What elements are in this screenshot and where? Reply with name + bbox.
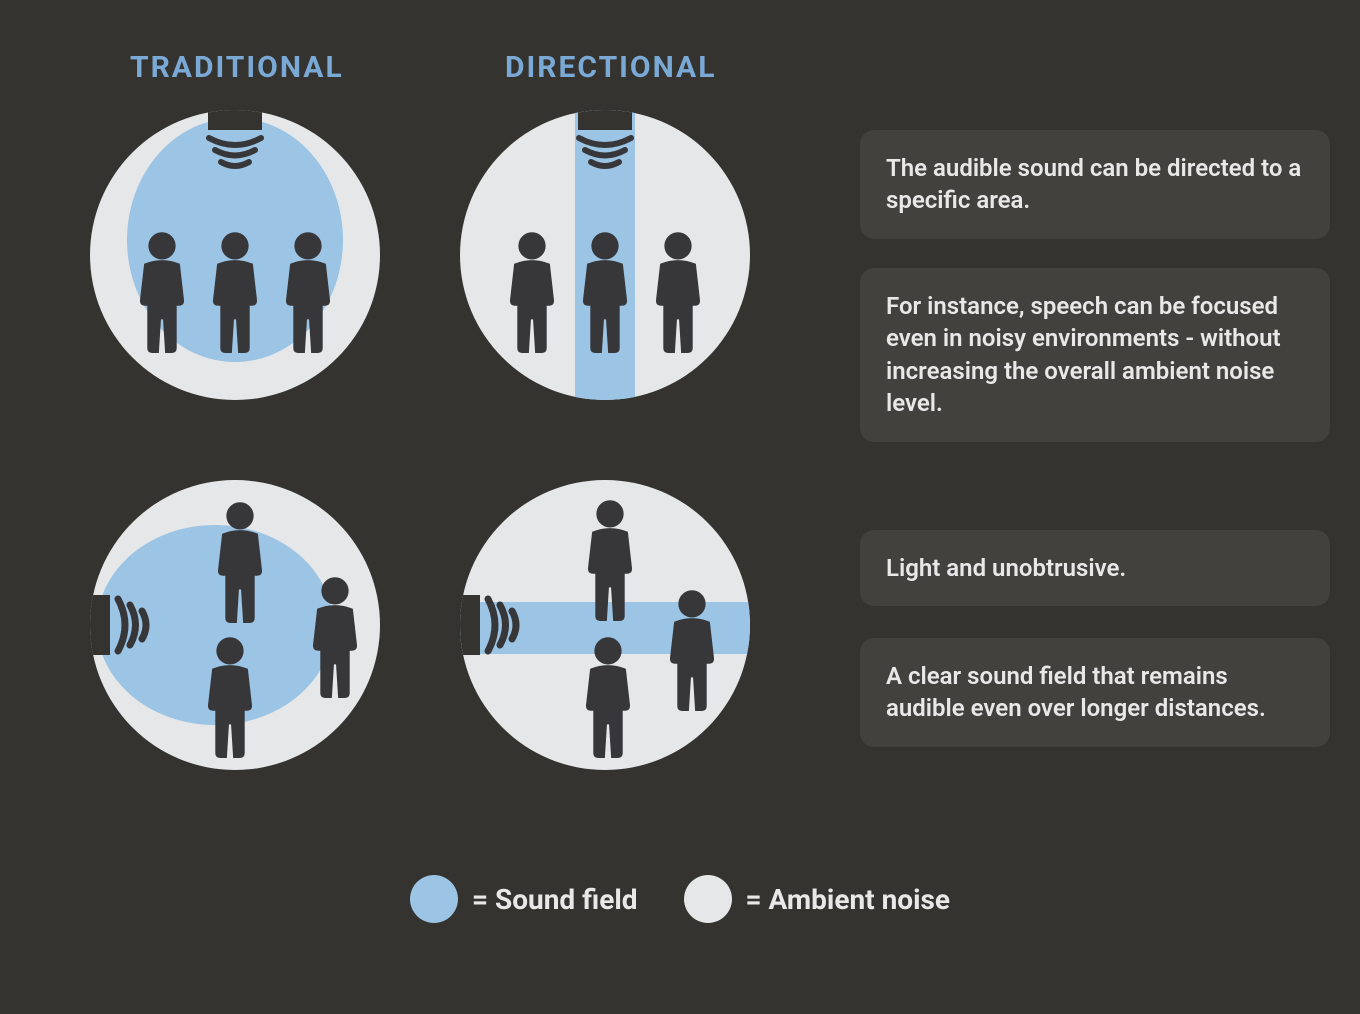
- textbox-3: Light and unobtrusive.: [860, 530, 1330, 606]
- diagram-directional-top: [460, 110, 750, 400]
- textbox-2: For instance, speech can be focused even…: [860, 268, 1330, 442]
- heading-directional: DIRECTIONAL: [505, 50, 716, 85]
- diagram-directional-side: [460, 480, 750, 770]
- diagram-traditional-side: [90, 480, 380, 770]
- legend-label-ambient: = Ambient noise: [746, 883, 950, 916]
- heading-traditional: TRADITIONAL: [130, 50, 344, 85]
- legend-swatch-ambient: [684, 875, 732, 923]
- speaker-box: [208, 110, 262, 130]
- textbox-4: A clear sound field that remains audible…: [860, 638, 1330, 747]
- speaker-box: [578, 110, 632, 130]
- textbox-1: The audible sound can be directed to a s…: [860, 130, 1330, 239]
- diagram-traditional-top: [90, 110, 380, 400]
- speaker-box: [460, 595, 480, 655]
- legend-swatch-sound-field: [410, 875, 458, 923]
- legend: = Sound field = Ambient noise: [0, 875, 1360, 923]
- speaker-box: [90, 595, 110, 655]
- legend-label-sound-field: = Sound field: [472, 883, 638, 916]
